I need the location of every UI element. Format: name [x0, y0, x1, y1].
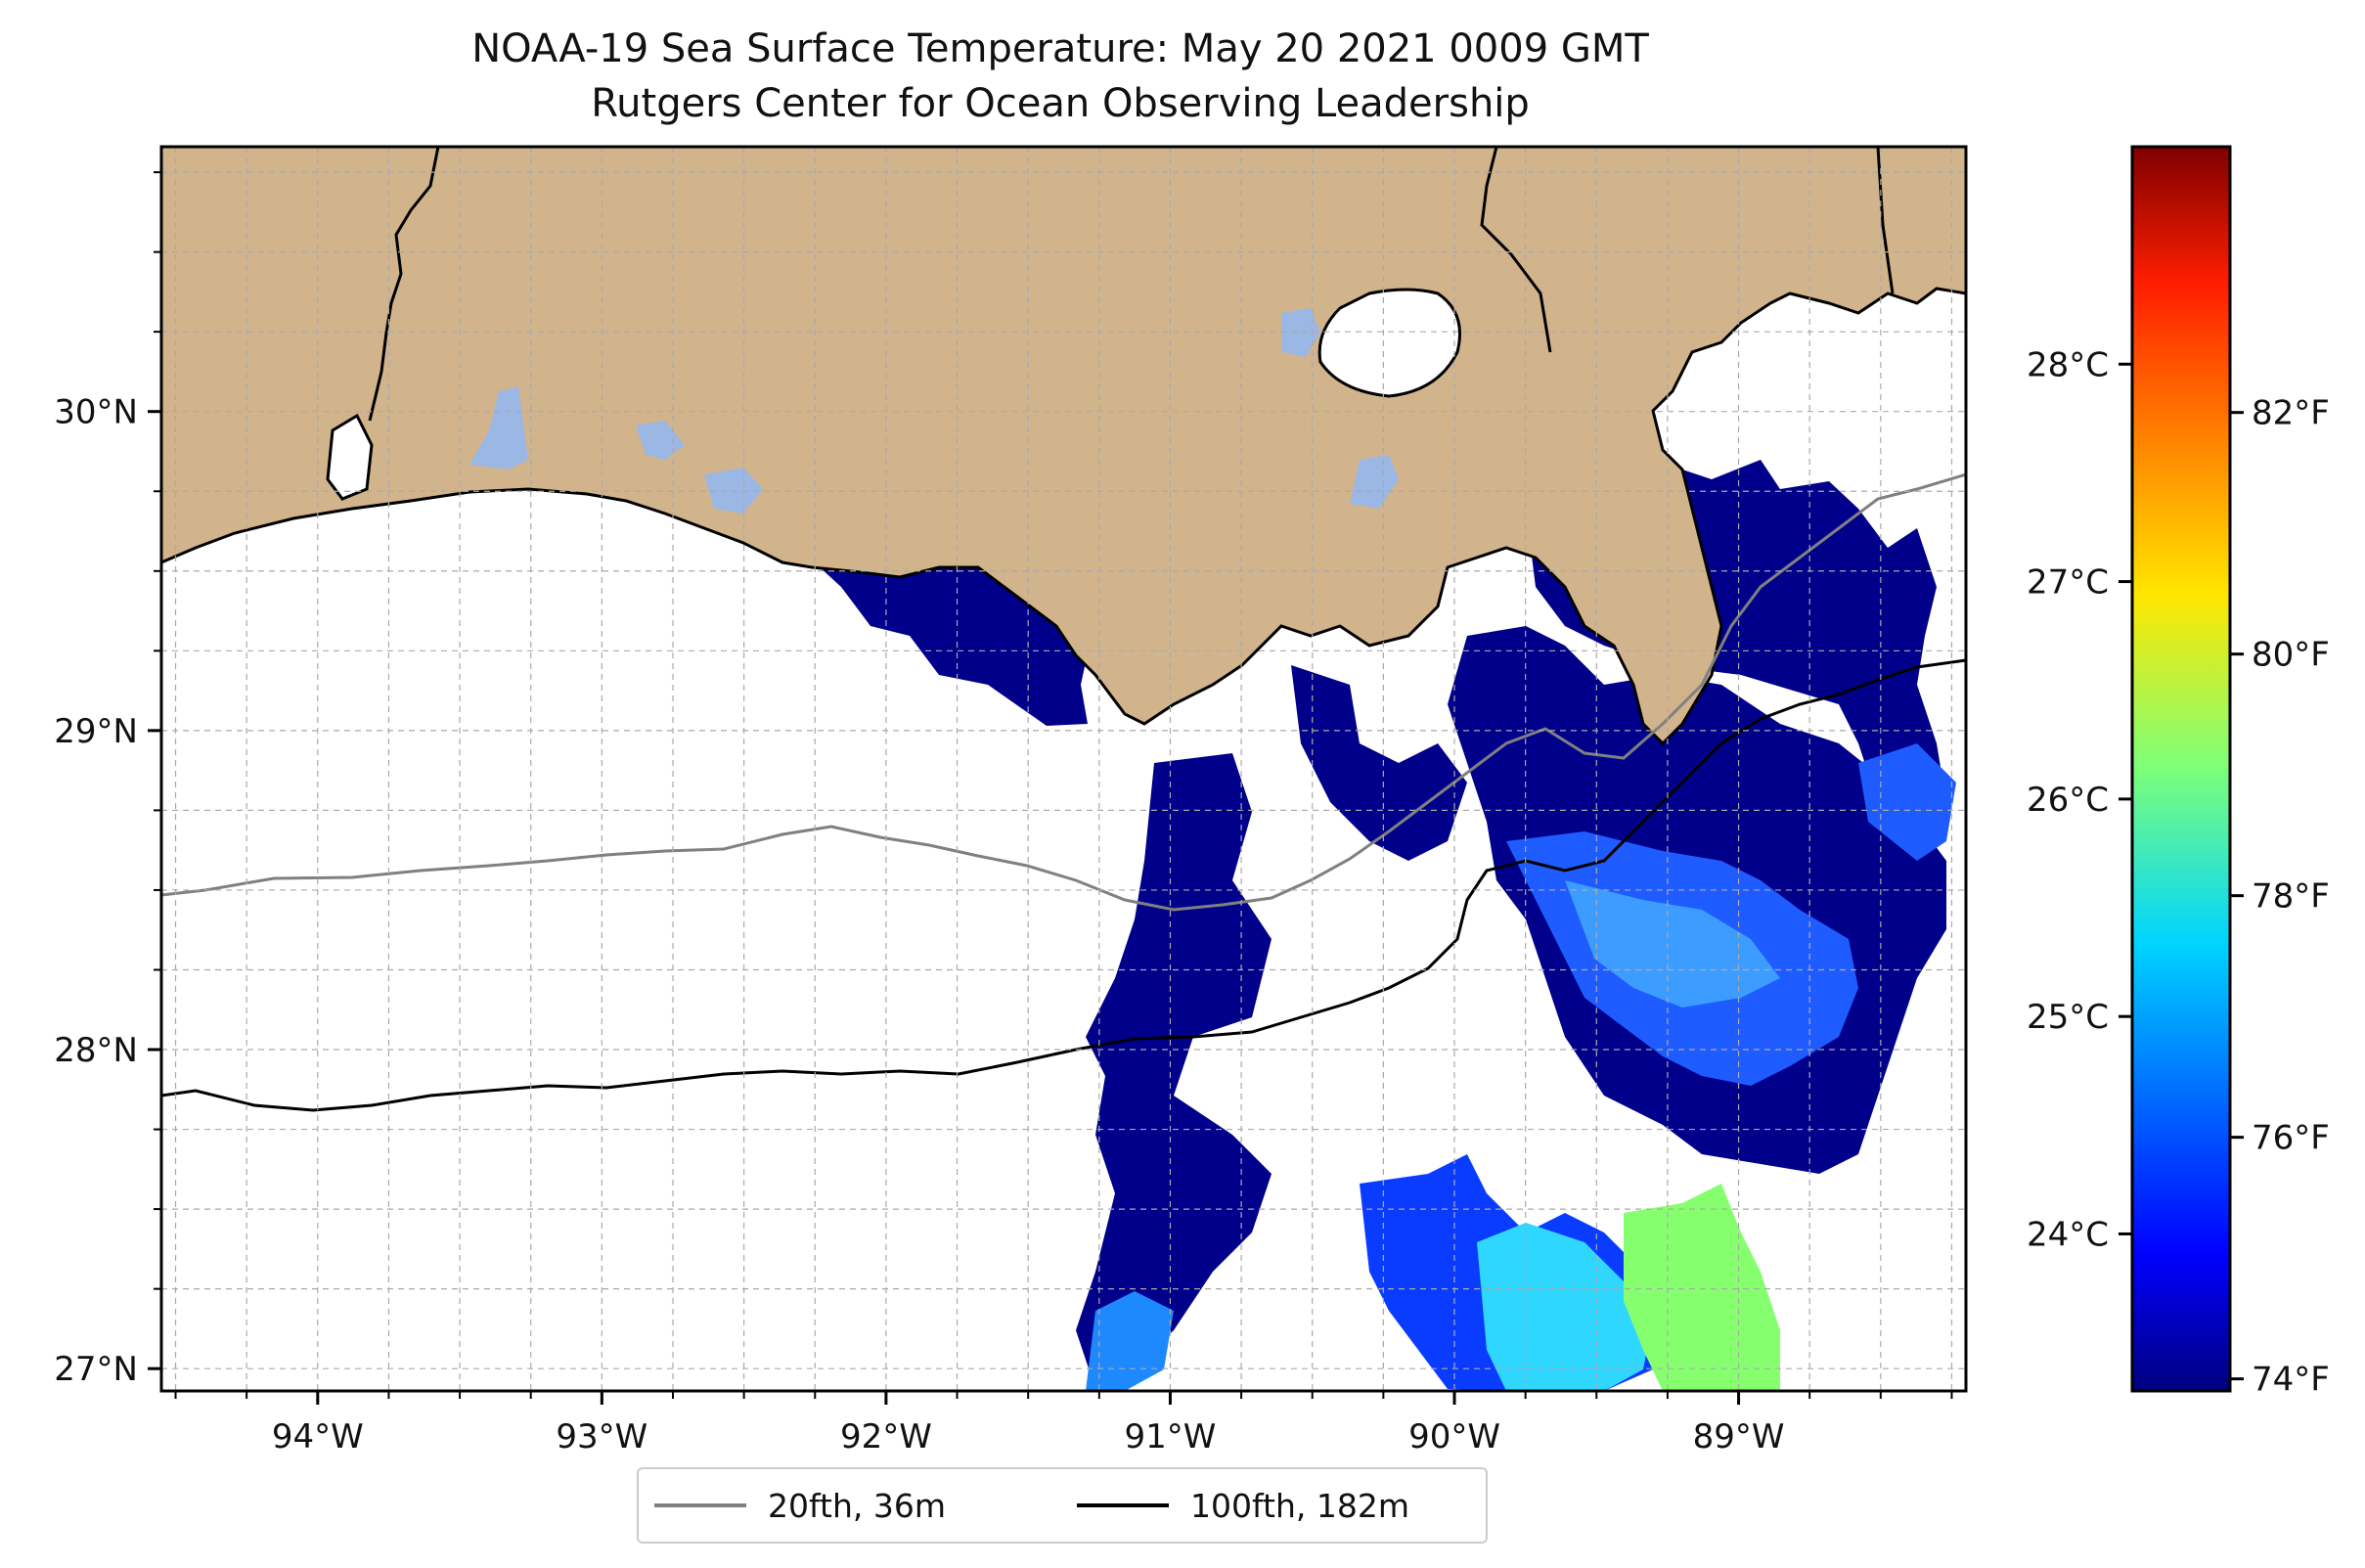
map-gridlines — [161, 147, 1966, 1391]
colorbar-celsius-label: 24°C — [2027, 1215, 2109, 1254]
isobath-100fth — [161, 658, 1966, 1112]
lake-no-data — [1317, 288, 1461, 398]
lon-tick-label: 91°W — [1125, 1417, 1217, 1456]
lake — [1350, 455, 1399, 509]
sst-patch — [1291, 665, 1467, 861]
colorbar-celsius-label: 27°C — [2027, 563, 2109, 603]
legend-swatch-gray — [654, 1503, 746, 1507]
colorbar-celsius-label: 25°C — [2027, 998, 2109, 1037]
lat-tick-label: 29°N — [54, 712, 138, 751]
legend-label: 100fth, 182m — [1190, 1486, 1409, 1525]
colorbar-fahrenheit-label: 74°F — [2252, 1361, 2330, 1400]
legend: 20fth, 36m 100fth, 182m — [637, 1467, 1488, 1544]
lon-tick-label: 93°W — [556, 1417, 647, 1456]
state-boundary — [1480, 147, 1552, 353]
lat-tick-label: 30°N — [54, 393, 138, 432]
map-frame — [159, 145, 1968, 1393]
state-boundary — [368, 147, 440, 422]
sst-patch — [1086, 1291, 1174, 1391]
lat-tick-label: 28°N — [54, 1031, 138, 1070]
lat-tick-label: 27°N — [54, 1350, 138, 1389]
lake — [704, 468, 763, 514]
isobath-20fth — [161, 472, 1966, 912]
colorbar-celsius-label: 26°C — [2027, 781, 2109, 820]
state-boundary — [1876, 147, 1895, 294]
sst-patch — [1076, 753, 1272, 1389]
map-subtitle: Rutgers Center for Ocean Observing Leade… — [591, 81, 1530, 126]
lake-no-data — [326, 413, 374, 501]
lake — [1281, 308, 1320, 357]
lon-tick-label: 90°W — [1408, 1417, 1500, 1456]
legend-item-20fth: 20fth, 36m — [654, 1469, 946, 1542]
land-mass — [161, 147, 1966, 746]
lon-tick-label: 89°W — [1693, 1417, 1785, 1456]
map-title: NOAA-19 Sea Surface Temperature: May 20 … — [471, 26, 1649, 71]
colorbar-fahrenheit-label: 80°F — [2252, 636, 2330, 675]
colorbar — [2130, 145, 2232, 1393]
colorbar-fahrenheit-axis: 74°F 76°F 78°F 80°F 82°F — [2230, 394, 2330, 1400]
sst-patch — [1858, 743, 1956, 861]
sst-data-layer — [807, 460, 1956, 1391]
longitude-axis: 94°W 93°W 92°W 91°W 90°W 89°W — [174, 1391, 1953, 1456]
latitude-axis: 27°N 28°N 29°N 30°N — [54, 171, 161, 1389]
lon-tick-label: 94°W — [272, 1417, 364, 1456]
colorbar-fahrenheit-label: 82°F — [2252, 394, 2330, 433]
colorbar-celsius-axis: 24°C 25°C 26°C 27°C 28°C — [2027, 345, 2132, 1254]
colorbar-celsius-label: 28°C — [2027, 345, 2109, 384]
legend-item-100fth: 100fth, 182m — [1077, 1469, 1409, 1542]
colorbar-fahrenheit-label: 78°F — [2252, 877, 2330, 917]
sst-patch — [1624, 1184, 1780, 1391]
colorbar-fahrenheit-label: 76°F — [2252, 1119, 2330, 1158]
lon-tick-label: 92°W — [840, 1417, 932, 1456]
sst-patch — [1477, 1223, 1653, 1391]
sst-patch — [1565, 880, 1780, 1008]
lake — [469, 386, 528, 470]
legend-swatch-black — [1077, 1503, 1169, 1507]
legend-label: 20fth, 36m — [768, 1486, 946, 1525]
